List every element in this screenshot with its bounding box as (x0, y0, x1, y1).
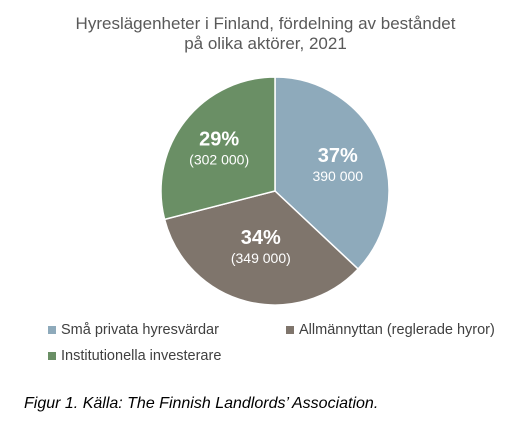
legend-item-allmannyttan: Allmännyttan (reglerade hyror) (286, 322, 495, 338)
pie-slice (160, 76, 276, 221)
legend-item-institutionella: Institutionella investerare (48, 348, 221, 364)
slice-percent-label: 29% (199, 129, 239, 151)
legend-swatch (48, 326, 56, 334)
legend-label: Allmännyttan (reglerade hyror) (299, 322, 495, 338)
chart-title-line-1: Hyreslägenheter i Finland, fördelning av… (75, 14, 456, 33)
chart-title-line-2: på olika aktörer, 2021 (184, 34, 347, 53)
slice-percent-label: 34% (241, 227, 281, 249)
slice-count-label: (302 000) (189, 152, 249, 168)
slice-count-label: 390 000 (312, 168, 363, 184)
chart-title: Hyreslägenheter i Finland, fördelning av… (0, 14, 531, 54)
slice-count-label: (349 000) (231, 250, 291, 266)
legend-swatch (286, 326, 294, 334)
slice-percent-label: 37% (318, 145, 358, 167)
legend-item-sma-privata: Små privata hyresvärdar (48, 322, 219, 338)
pie-slice (163, 190, 360, 306)
figure-caption: Figur 1. Källa: The Finnish Landlords’ A… (24, 395, 379, 412)
legend-swatch (48, 352, 56, 360)
legend-label: Institutionella investerare (61, 348, 222, 364)
legend-label: Små privata hyresvärdar (61, 322, 219, 338)
pie-slice (274, 76, 390, 271)
